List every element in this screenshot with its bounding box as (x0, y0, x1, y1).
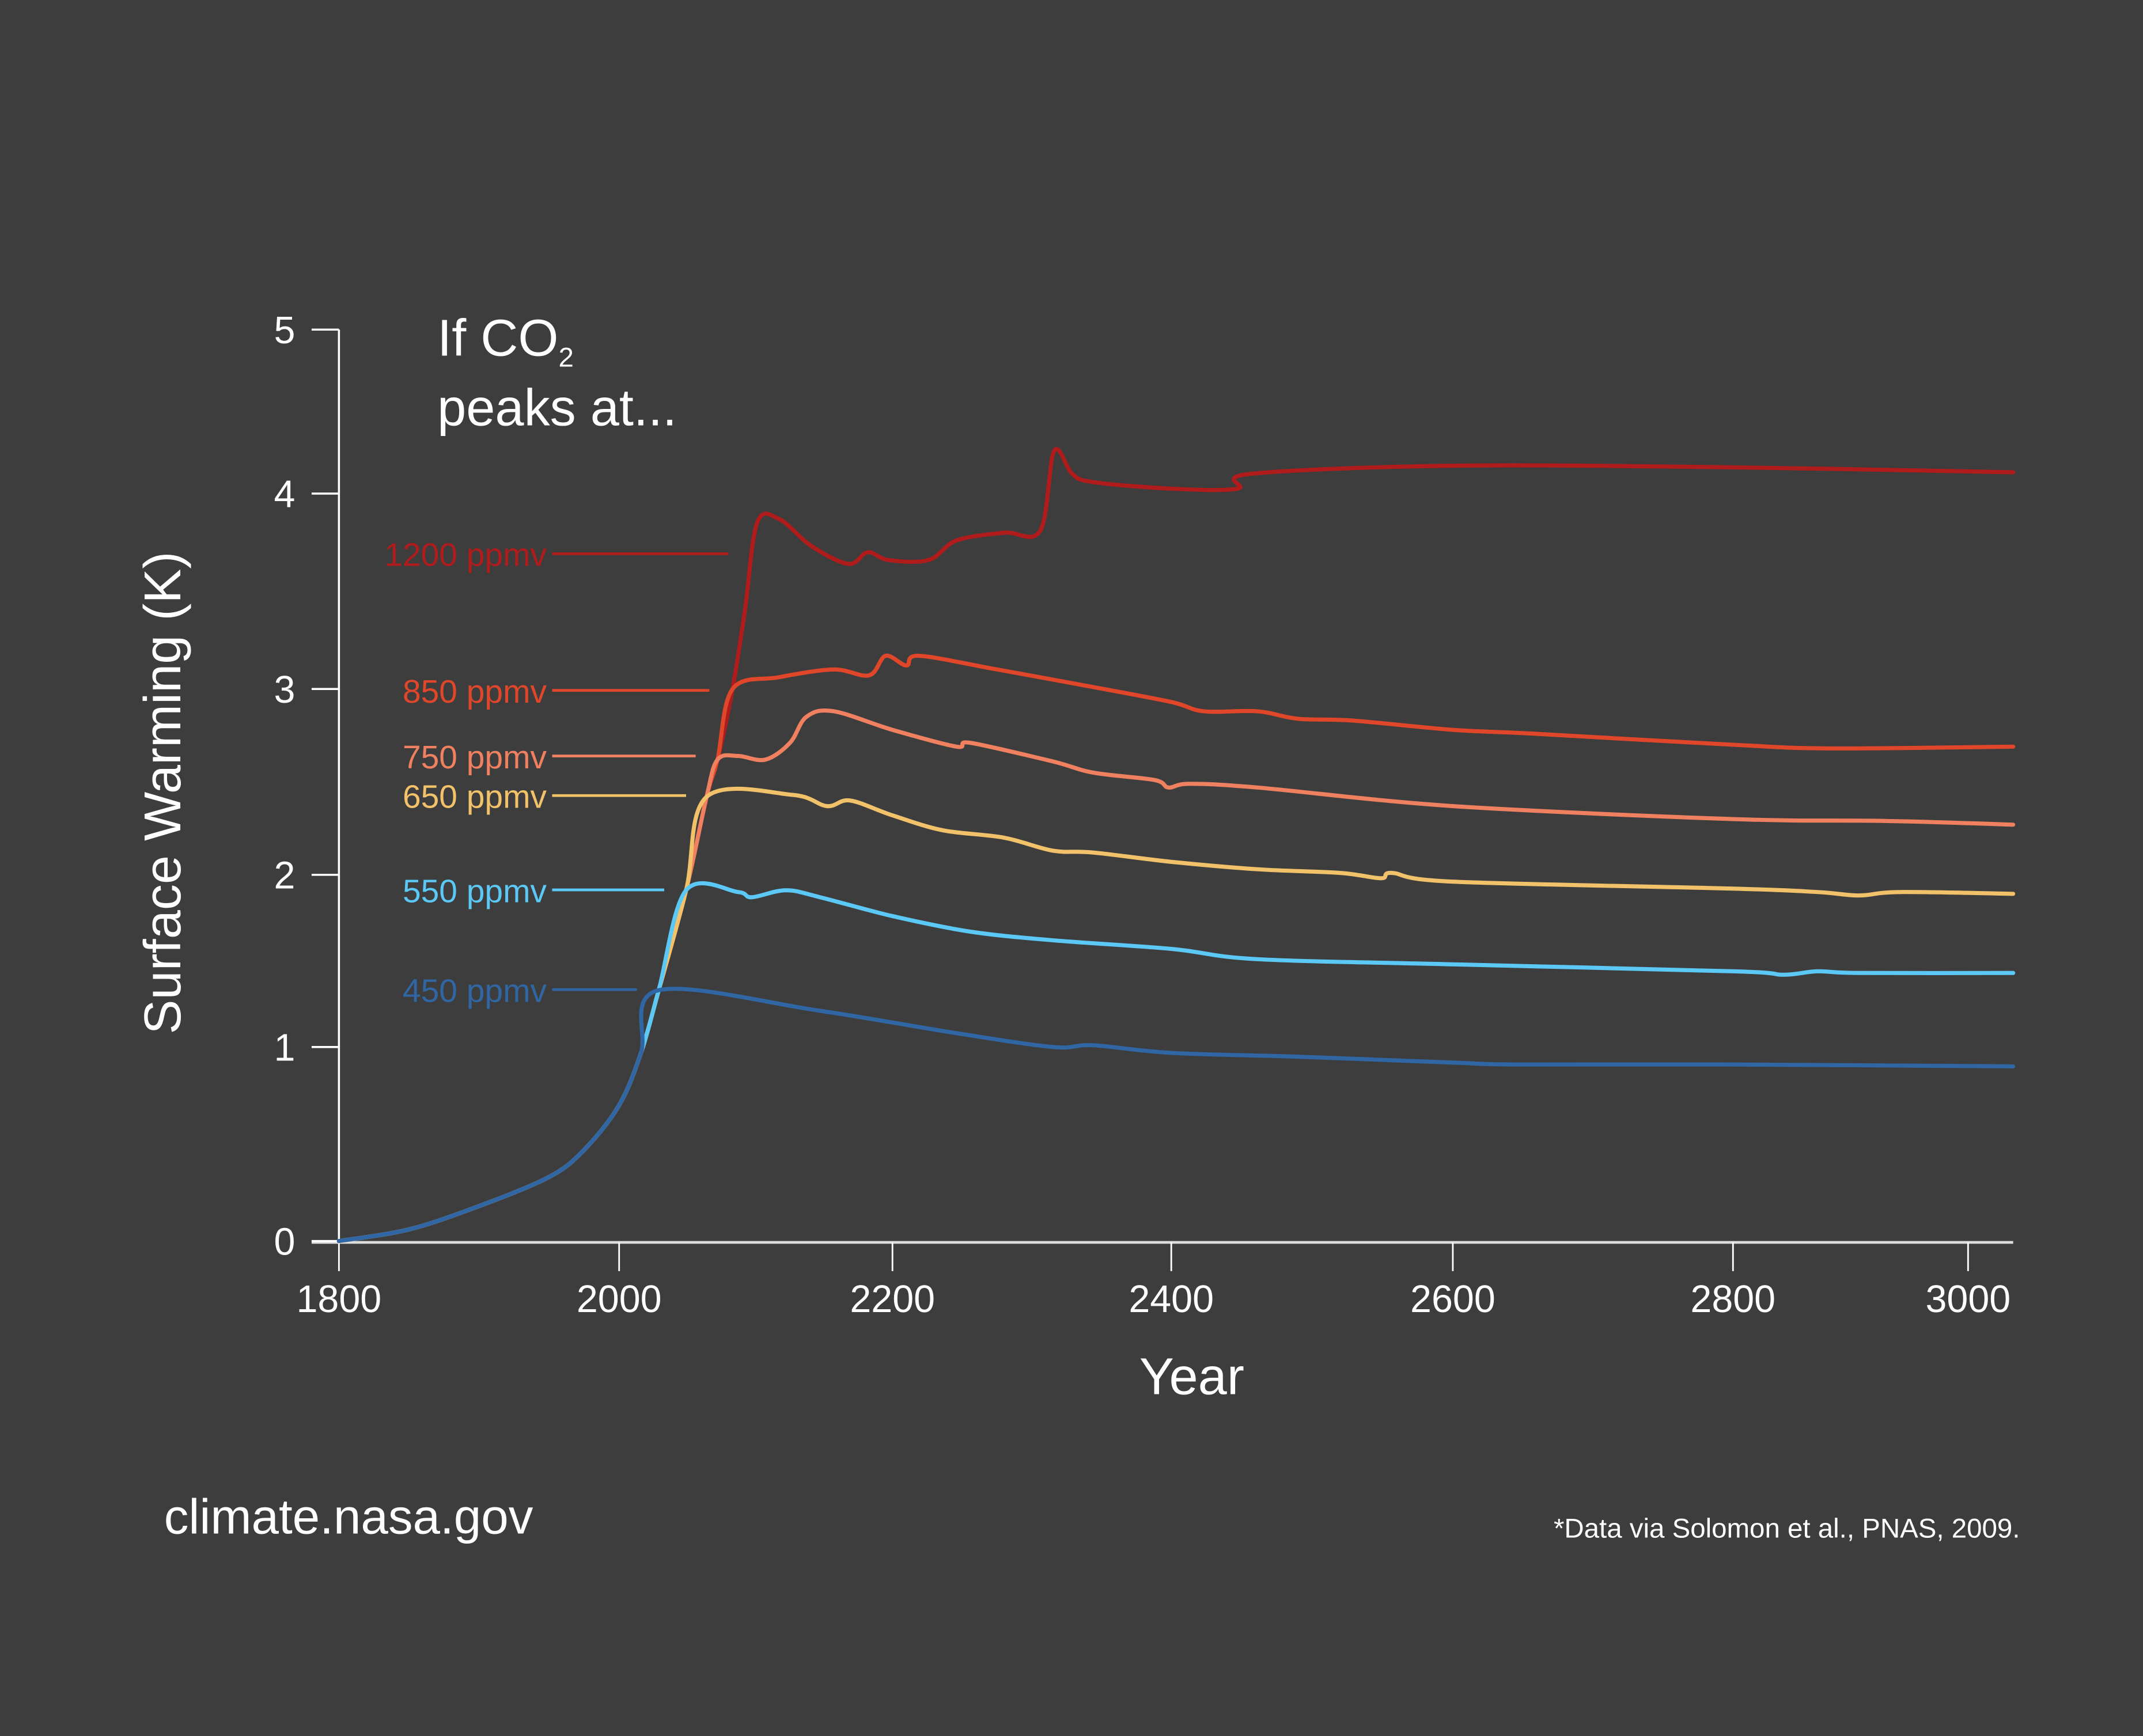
x-tick-label: 3000 (1925, 1278, 2011, 1321)
series-label: 450 ppmv (403, 973, 547, 1010)
x-tick-label: 2400 (1129, 1278, 1214, 1321)
series-label: 650 ppmv (403, 779, 547, 816)
x-tick-label: 2600 (1410, 1278, 1495, 1321)
x-tick-label: 2200 (850, 1278, 935, 1321)
series-label: 1200 ppmv (384, 537, 547, 574)
axes: 0 1 2 3 4 5 1800 2000 2200 2400 2600 2800 3000 (274, 309, 2013, 1321)
series-label: 850 ppmv (403, 673, 547, 710)
y-tick-label: 1 (274, 1027, 296, 1070)
series-line-650-ppmv (336, 786, 2016, 1244)
source-note: *Data via Solomon et al., PNAS, 2009. (1554, 1514, 2020, 1544)
y-tick-label: 5 (274, 309, 296, 352)
y-axis-label: Surface Warming (K) (134, 551, 192, 1034)
series-line-1200-ppmv (336, 447, 2016, 1244)
series-lines (336, 447, 2016, 1244)
chart-title-line1: If CO2 (437, 309, 574, 373)
y-tick-label: 0 (274, 1220, 296, 1263)
y-tick-label: 3 (274, 669, 296, 711)
series-label: 550 ppmv (403, 873, 547, 909)
x-tick-label: 1800 (297, 1278, 382, 1321)
chart-title-line2: peaks at... (437, 378, 677, 437)
chart-title-subscript: 2 (559, 342, 574, 373)
x-tick-label: 2000 (577, 1278, 662, 1321)
x-axis-label: Year (1139, 1347, 1244, 1405)
x-tick-label: 2800 (1690, 1278, 1775, 1321)
y-tick-label: 4 (274, 473, 296, 516)
series-line-450-ppmv (336, 987, 2016, 1244)
y-tick-label: 2 (274, 855, 296, 897)
series-line-550-ppmv (336, 881, 2016, 1244)
series-label: 750 ppmv (403, 739, 547, 776)
site-url: climate.nasa.gov (164, 1489, 533, 1544)
series-line-750-ppmv (336, 708, 2016, 1244)
